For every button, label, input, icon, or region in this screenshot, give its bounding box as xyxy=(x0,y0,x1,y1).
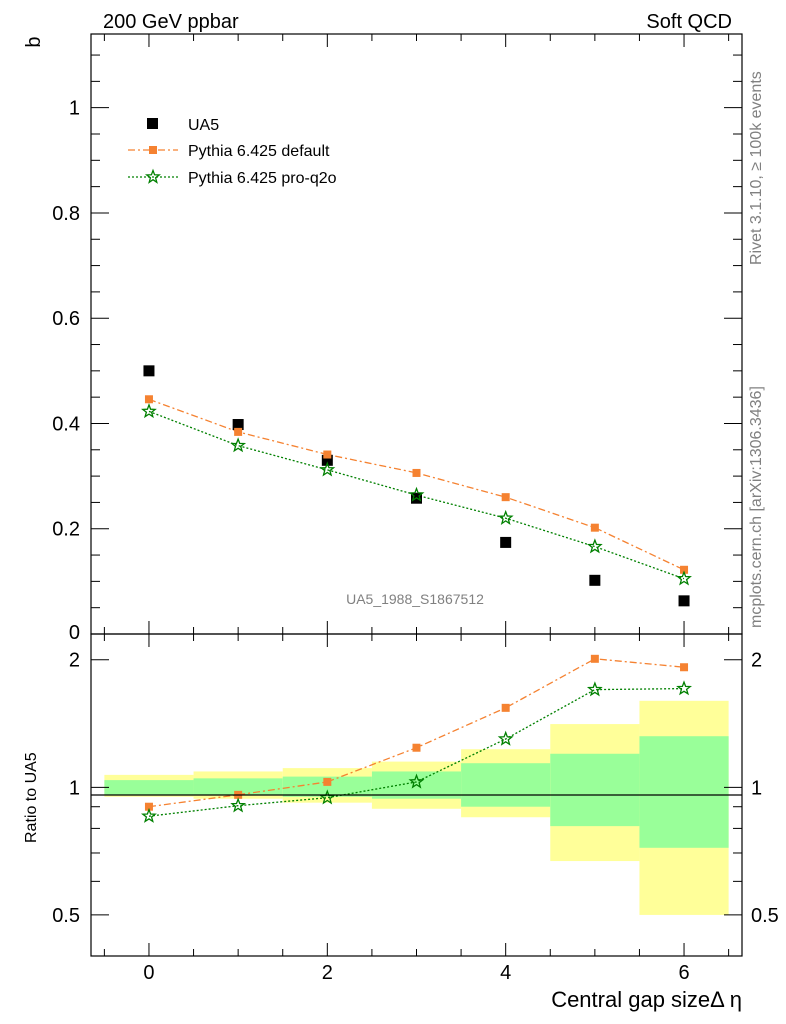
main-y-zero-label: 0 xyxy=(69,622,80,644)
main-pythia-6-425-pro-q2o-point xyxy=(141,403,157,419)
main-ua5-point xyxy=(678,595,690,607)
main-pythia-6-425-pro-q2o-point xyxy=(319,461,336,477)
main-y-tick-label: 0.8 xyxy=(52,203,80,225)
main-pythia-6-425-default-line xyxy=(148,398,685,571)
legend-star-shape xyxy=(145,168,161,184)
ratio-pythia-6-425-pro-q2o-point xyxy=(497,730,514,746)
ratio-y-tick-label-left: 2 xyxy=(69,650,80,672)
axis-ticks xyxy=(91,34,742,956)
legend-pythia-default-label: Pythia 6.425 default xyxy=(188,143,330,160)
main-pythia-6-425-default-point xyxy=(323,450,332,459)
ratio-pythia-6-425-pro-q2o-point xyxy=(676,680,692,696)
ratio-y-tick-label-right: 2 xyxy=(751,650,762,672)
ratio-pythia-6-425-pro-q2o-point xyxy=(141,807,157,823)
main-pythia-6-425-default-point xyxy=(144,395,153,404)
ratio-pythia-6-425-pro-q2o-line xyxy=(148,687,685,817)
ratio-pythia-6-425-default-point xyxy=(144,802,153,811)
main-pythia-6-425-default-point xyxy=(501,493,510,502)
ratio-pythia-6-425-pro-q2o-point xyxy=(408,773,425,789)
x-tick-label: 6 xyxy=(678,962,689,984)
main-y-axis-label: b xyxy=(23,36,45,47)
ratio-pythia-6-425-default-point xyxy=(323,777,332,786)
mcplots-source-label: mcplots.cern.ch [arXiv:1306.3436] xyxy=(748,386,765,628)
ratio-pythia-6-425-pro-q2o-point xyxy=(586,681,603,697)
main-pythia-6-425-default-point xyxy=(590,523,599,532)
axis-tick-labels: 0 2 4 6 0.2 0.4 0.6 0.8 1 0 0.5 0.5 1 1 2 2 xyxy=(52,98,779,984)
band-inner-bin-1 xyxy=(193,778,283,795)
legend-ua5-marker xyxy=(147,118,158,129)
x-tick-label: 0 xyxy=(143,962,154,984)
main-ua5-point xyxy=(143,365,155,377)
main-pythia-6-425-pro-q2o-point xyxy=(230,437,247,453)
legend-pythia-default-marker xyxy=(149,146,157,154)
legend-pythia-proq2o-label: Pythia 6.425 pro-q2o xyxy=(188,170,337,187)
main-ua5-point xyxy=(321,454,333,466)
main-pythia-6-425-default-point xyxy=(680,565,689,574)
main-ua5-point xyxy=(232,419,244,431)
main-y-tick-label: 0.4 xyxy=(52,413,80,435)
header-left-title: 200 GeV ppbar xyxy=(103,11,239,33)
band-inner-bin-0 xyxy=(104,780,194,795)
legend-pythia-proq2o-marker xyxy=(145,168,161,184)
main-pythia-6-425-pro-q2o-point xyxy=(408,486,425,502)
main-y-tick-label: 1 xyxy=(69,98,80,120)
ratio-y-axis-label: Ratio to UA5 xyxy=(23,752,40,843)
main-y-tick-label: 0.2 xyxy=(52,519,80,541)
series-markers xyxy=(141,365,692,823)
ratio-y-tick-label-left: 1 xyxy=(69,777,80,799)
x-tick-label: 4 xyxy=(500,962,511,984)
main-ua5-point xyxy=(589,574,601,586)
ratio-pythia-6-425-default-point xyxy=(501,703,510,712)
ratio-y-tick-label-left: 0.5 xyxy=(52,905,80,927)
analysis-id-label: UA5_1988_S1867512 xyxy=(346,591,484,607)
band-inner-bin-6 xyxy=(639,736,729,848)
rivet-version-label: Rivet 3.1.10, ≥ 100k events xyxy=(748,71,765,265)
band-inner-bin-2 xyxy=(282,776,372,797)
ratio-y-tick-label-right: 0.5 xyxy=(751,905,779,927)
legend-ua5-label: UA5 xyxy=(188,117,219,134)
main-pythia-6-425-default-point xyxy=(234,427,243,436)
ratio-pythia-6-425-default-point xyxy=(412,743,421,752)
ratio-pythia-6-425-default-point xyxy=(590,654,599,663)
x-tick-label: 2 xyxy=(322,962,333,984)
ratio-uncertainty-bands xyxy=(104,700,729,915)
main-pythia-6-425-default-point xyxy=(412,468,421,477)
band-inner-bin-4 xyxy=(461,763,551,807)
main-pythia-6-425-pro-q2o-point xyxy=(676,570,692,586)
x-axis-label: Central gap sizeΔ η xyxy=(551,987,742,1012)
main-ua5-point xyxy=(500,536,512,548)
ratio-pythia-6-425-default-point xyxy=(680,663,689,672)
legend: UA5 Pythia 6.425 default Pythia 6.425 pr… xyxy=(128,117,337,187)
ratio-y-tick-label-right: 1 xyxy=(751,777,762,799)
band-inner-bin-5 xyxy=(550,753,640,827)
header-right-title: Soft QCD xyxy=(646,11,732,33)
ratio-pythia-6-425-pro-q2o-point xyxy=(319,789,336,805)
main-pythia-6-425-pro-q2o-point xyxy=(497,509,514,526)
main-pythia-6-425-pro-q2o-point xyxy=(586,538,603,554)
ratio-pythia-6-425-pro-q2o-point xyxy=(230,797,247,813)
main-y-tick-label: 0.6 xyxy=(52,308,80,330)
